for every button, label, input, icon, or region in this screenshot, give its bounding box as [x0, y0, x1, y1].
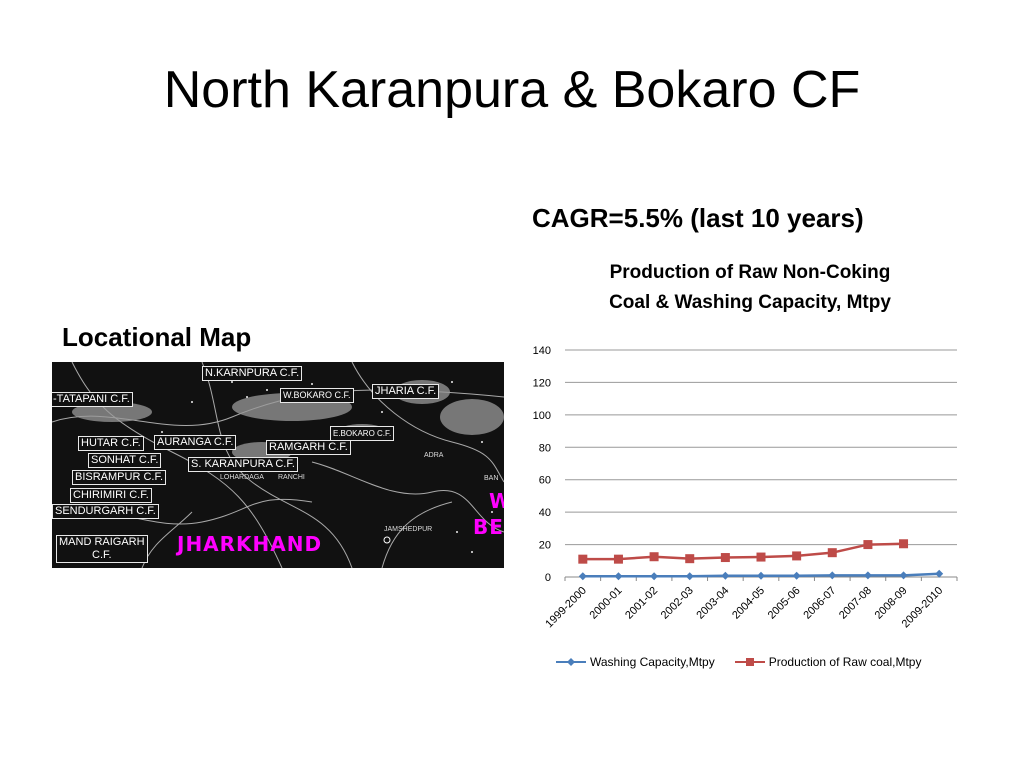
legend-marker-square-icon [734, 658, 765, 666]
series-line-1 [582, 542, 904, 561]
x-tick-label: 2004-05 [730, 585, 767, 622]
data-point-square [578, 554, 588, 564]
data-point-square [613, 554, 623, 564]
map-label-w-bokaro: W.BOKARO C.F. [280, 388, 354, 403]
map-label-ramgarh: RAMGARH C.F. [266, 440, 351, 455]
data-point-square [863, 540, 873, 550]
map-state-partial-be: BE [473, 515, 504, 539]
legend-item-production: Production of Raw coal,Mtpy [734, 655, 922, 669]
map-label: Locational Map [62, 322, 252, 352]
data-point-square [685, 554, 695, 564]
y-tick-label: 80 [539, 442, 551, 454]
x-tick-label: 2002-03 [659, 585, 696, 622]
locational-map: N.KARNPURA C.F. -TATAPANI C.F. W.BOKARO … [52, 362, 504, 568]
cagr-heading: CAGR=5.5% (last 10 years) [532, 203, 864, 233]
x-tick-label: 2005-06 [766, 585, 803, 622]
map-state-jharkhand: JHARKHAND [177, 532, 323, 556]
data-point-diamond [899, 571, 908, 580]
data-point-square [720, 553, 730, 563]
map-label-auranga: AURANGA C.F. [154, 435, 237, 450]
map-label-e-bokaro: E.BOKARO C.F. [330, 426, 395, 441]
map-label-sonhat: SONHAT C.F. [88, 453, 162, 468]
y-tick-label: 40 [539, 507, 551, 519]
data-point-diamond [828, 571, 837, 580]
data-point-square [899, 539, 909, 549]
map-town-lohardaga: LOHARDAGA [220, 474, 264, 481]
data-point-square [649, 552, 659, 562]
chart-title: Production of Raw Non-Coking Coal & Wash… [609, 262, 891, 313]
map-label-chirimiri: CHIRIMIRI C.F. [70, 488, 152, 503]
map-town-jamshedpur: JAMSHEDPUR [384, 526, 433, 533]
data-point-diamond [863, 571, 872, 580]
y-tick-label: 120 [533, 377, 551, 389]
map-label-jharia: JHARIA C.F. [372, 384, 440, 399]
map-town-adra: ADRA [424, 452, 444, 459]
slide-title: North Karanpura & Bokaro CF [163, 61, 861, 119]
data-point-square [756, 552, 766, 562]
y-tick-label: 20 [539, 540, 551, 552]
data-point-diamond [614, 572, 623, 581]
map-label-tatapani: -TATAPANI C.F. [52, 392, 133, 407]
line-chart: 0 20 40 60 80 100 120 140 1999-20002000-012001-0… [533, 345, 958, 631]
map-label-n-karanpura: N.KARNPURA C.F. [202, 366, 303, 381]
map-label-bisrampur: BISRAMPUR C.F. [72, 470, 167, 485]
legend-label-washing: Washing Capacity,Mtpy [590, 655, 715, 669]
y-tick-label: 100 [533, 410, 551, 422]
x-tick-label: 2006-07 [801, 585, 838, 622]
x-tick-label: 2007-08 [837, 585, 874, 622]
x-tick-label: 1999-2000 [543, 585, 589, 631]
legend-item-washing: Washing Capacity,Mtpy [556, 655, 715, 669]
data-point-diamond [935, 569, 944, 578]
data-point-square [827, 548, 837, 558]
data-point-diamond [721, 571, 730, 580]
map-town-ranchi: RANCHI [278, 474, 305, 481]
map-label-hutar: HUTAR C.F. [78, 436, 144, 451]
map-label-sendurgarh: SENDURGARH C.F. [52, 504, 159, 519]
data-point-diamond [792, 571, 801, 580]
x-tick-label: 2001-02 [623, 585, 660, 622]
data-point-diamond [578, 572, 587, 581]
map-label-s-karanpura: S. KARANPURA C.F. [188, 457, 298, 472]
data-point-diamond [757, 571, 765, 580]
y-tick-label: 60 [539, 475, 551, 487]
legend-marker-diamond-icon [556, 658, 586, 666]
chart-legend: Washing Capacity,Mtpy Production of Raw … [556, 655, 935, 669]
data-point-diamond [650, 572, 659, 581]
map-state-partial-w: W [489, 489, 504, 513]
y-tick-label: 140 [533, 345, 551, 357]
y-tick-label: 0 [545, 572, 551, 584]
data-point-square [792, 551, 802, 561]
map-label-mand-raigarh: MAND RAIGARH C.F. [56, 535, 148, 563]
legend-label-production: Production of Raw coal,Mtpy [768, 655, 922, 669]
data-point-diamond [685, 572, 694, 581]
map-town-ban: BAN [484, 475, 499, 482]
x-tick-label: 2000-01 [588, 585, 625, 622]
x-tick-label: 2003-04 [694, 585, 731, 622]
